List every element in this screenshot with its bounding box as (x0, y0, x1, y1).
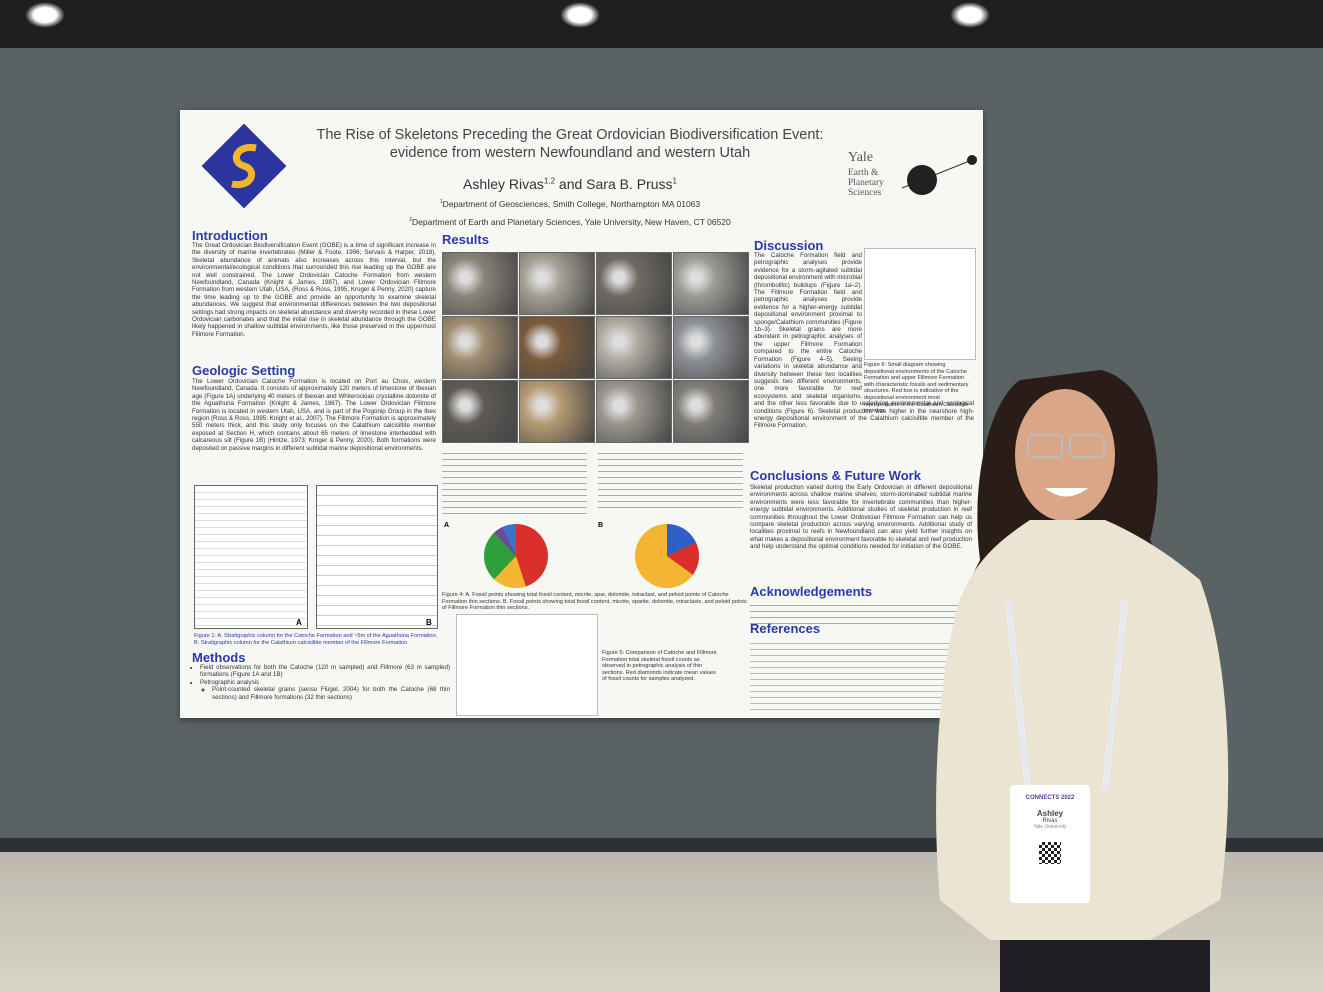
section-heading: Conclusions & Future Work (750, 468, 921, 483)
micrograph (596, 316, 672, 379)
micrograph (442, 380, 518, 443)
figure-caption: Figure 6: Small diagram showing depositi… (864, 362, 969, 415)
pants (1000, 940, 1210, 992)
section-heading: References (750, 621, 821, 636)
caption-block (442, 448, 587, 518)
authors: Ashley Rivas1,2 and Sara B. Pruss1 (300, 176, 840, 192)
strat-column (194, 485, 308, 629)
logo-s (231, 143, 257, 189)
section-heading: Methods (192, 650, 246, 665)
micrograph (596, 252, 672, 315)
panel-label: A (444, 522, 450, 529)
diagram-image (864, 248, 976, 360)
aff-sup: 1 (439, 199, 443, 206)
micrograph (519, 380, 595, 443)
person (936, 370, 1229, 992)
micrograph (519, 252, 595, 315)
strat-column (316, 485, 438, 629)
micrograph (673, 252, 749, 315)
planet-logo (901, 155, 978, 195)
section-heading: Introduction (192, 228, 268, 243)
aff-text: Department of Geosciences, Smith College… (442, 199, 701, 209)
yale-dept: Earth & Planetary Sciences (848, 168, 884, 198)
author-sup: 1,2 (543, 176, 556, 186)
figure-caption: Figure 5: Comparison of Catoche and Fill… (602, 650, 717, 683)
glasses (1027, 434, 1063, 458)
author: Ashley Rivas (462, 176, 544, 192)
affiliation: 2Department of Earth and Planetary Scien… (300, 217, 840, 227)
section-heading: Discussion (754, 238, 824, 253)
text-block (750, 600, 972, 624)
boxplot-image (456, 614, 598, 716)
micrograph (442, 316, 518, 379)
bullet: Petrographic analysis Point-counted skel… (200, 679, 450, 701)
aff-sup: 2 (409, 217, 412, 224)
smile (1045, 488, 1088, 497)
section-text: Skeletal production varied during the Ea… (750, 484, 972, 551)
yale-name: Yale (848, 150, 874, 165)
panel-label: A (296, 618, 302, 627)
aff-text: Department of Earth and Planetary Scienc… (412, 217, 731, 227)
micrograph (673, 316, 749, 379)
section-text: The Lower Ordovician Catoche Formation i… (192, 378, 436, 452)
panel-label: B (426, 618, 432, 627)
micrograph-grid (442, 252, 749, 444)
badge-org: Yale University (1033, 824, 1067, 830)
sub-bullet: Point-counted skeletal grains (sensu Flü… (212, 686, 450, 701)
section-heading: Results (442, 232, 489, 247)
micrograph (442, 252, 518, 315)
author: Sara B. Pruss (586, 176, 673, 192)
figure-caption: Figure 4: A. Fossil points showing total… (442, 592, 747, 612)
caption-block (598, 448, 743, 508)
lanyard (1004, 599, 1129, 791)
section-text: The Great Ordovician Biodiversification … (192, 242, 436, 338)
badge-event: CONNECTS 2022 (1025, 795, 1075, 801)
panel-label: B (598, 522, 604, 529)
sub-list: Point-counted skeletal grains (sensu Flü… (200, 686, 450, 701)
section-heading: Geologic Setting (192, 363, 296, 378)
section-heading: Acknowledgements (750, 584, 873, 599)
badge-last-name: Rivas (1042, 818, 1058, 824)
bullet: Field observations for both the Catoche … (200, 664, 450, 679)
pie-image (484, 524, 548, 588)
face (1015, 389, 1115, 521)
smith-logo (201, 123, 287, 209)
affiliation: 1Department of Geosciences, Smith Colleg… (300, 199, 840, 209)
methods-list: Field observations for both the Catoche … (182, 664, 450, 701)
glasses (1069, 434, 1105, 458)
figure-caption: Figure 1: A. Stratigraphic column for th… (194, 633, 438, 646)
light (560, 2, 600, 28)
author-sup: 1 (672, 176, 677, 186)
light (25, 2, 65, 28)
light (950, 2, 990, 28)
logo-planet (907, 165, 937, 195)
qr-code (1039, 842, 1061, 864)
ceiling (0, 0, 1323, 48)
poster: The Rise of Skeletons Preceding the Grea… (180, 110, 983, 718)
micrograph (519, 316, 595, 379)
micrograph (673, 380, 749, 443)
bullet-text: Petrographic analysis (200, 678, 260, 686)
badge: CONNECTS 2022 Ashley Rivas Yale Universi… (1010, 785, 1090, 903)
pie-image (635, 524, 699, 588)
micrograph (596, 380, 672, 443)
poster-title: The Rise of Skeletons Preceding the Grea… (316, 127, 824, 161)
logo-moon (967, 155, 977, 165)
author-join: and (558, 176, 583, 192)
badge-first-name: Ashley (1036, 809, 1064, 818)
text-block (750, 638, 972, 714)
section-text: The Catoche Formation field and petrogra… (754, 252, 974, 430)
text: The Catoche Formation field and petrogra… (754, 252, 974, 430)
